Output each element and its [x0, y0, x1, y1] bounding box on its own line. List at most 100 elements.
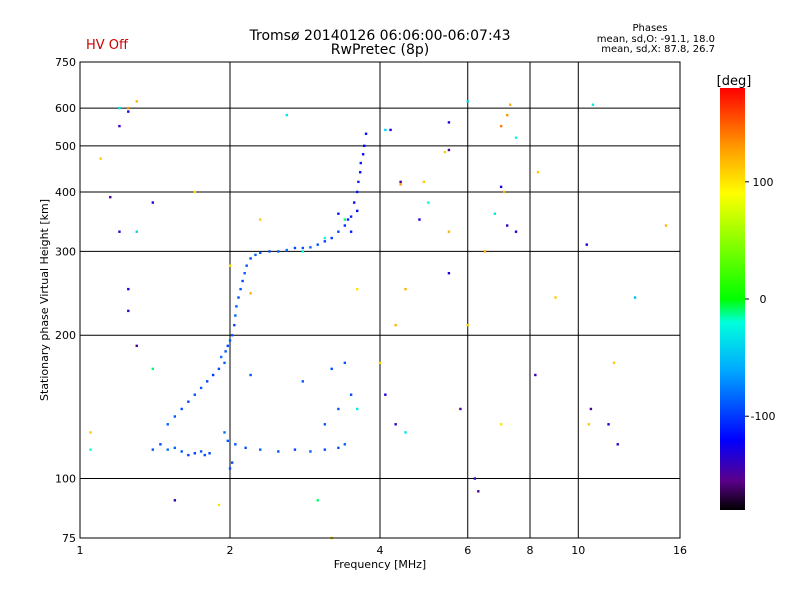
data-point	[389, 128, 392, 132]
colorbar-tick-label: 0	[760, 293, 767, 306]
data-point	[127, 110, 130, 113]
data-point	[127, 106, 130, 110]
data-point	[180, 450, 183, 453]
data-point	[293, 448, 297, 451]
data-point	[309, 246, 312, 249]
x-tick-label: 16	[673, 544, 687, 557]
data-point	[241, 279, 244, 283]
data-point	[394, 323, 397, 327]
data-point	[268, 250, 271, 253]
data-point	[193, 452, 197, 455]
data-point	[127, 287, 130, 291]
data-point	[135, 344, 138, 348]
data-point	[493, 212, 497, 215]
data-point	[664, 224, 668, 227]
data-point	[536, 171, 540, 174]
data-point	[193, 393, 197, 396]
data-point	[89, 448, 92, 451]
data-point	[230, 334, 234, 337]
data-point	[226, 344, 230, 348]
data-point	[466, 100, 469, 103]
data-point	[254, 253, 257, 257]
data-point	[349, 215, 353, 218]
data-point	[505, 224, 509, 227]
data-point	[173, 415, 177, 418]
data-point	[330, 367, 333, 371]
data-point	[363, 144, 366, 148]
data-point	[358, 171, 362, 174]
data-point	[459, 407, 462, 411]
y-tick-label: 100	[55, 473, 76, 486]
data-point	[228, 467, 232, 470]
data-point	[337, 446, 340, 450]
data-point	[346, 218, 350, 221]
colorbar	[720, 88, 745, 510]
x-tick-label: 4	[377, 544, 384, 557]
data-point	[505, 113, 509, 117]
data-point	[591, 103, 595, 106]
data-point	[473, 477, 477, 480]
data-point	[245, 264, 248, 267]
data-point	[99, 157, 102, 160]
colorbar-label: [deg]	[717, 74, 752, 89]
data-point	[309, 450, 312, 453]
data-point	[357, 180, 360, 184]
data-point	[323, 236, 327, 240]
data-point	[394, 423, 397, 426]
data-point	[355, 287, 359, 291]
data-point	[277, 450, 280, 453]
x-axis-label: Frequency [MHz]	[334, 558, 426, 571]
data-point	[499, 185, 503, 189]
data-point	[187, 453, 190, 457]
data-point	[259, 448, 262, 451]
y-tick-labels: 75 100 200 300 400 500 600 750	[55, 56, 76, 545]
data-point	[337, 230, 340, 233]
data-point	[343, 443, 347, 446]
data-point	[226, 439, 230, 443]
data-point	[612, 361, 616, 365]
data-point	[499, 124, 503, 128]
data-point	[237, 296, 240, 299]
y-tick-label: 75	[62, 532, 76, 545]
data-point	[166, 423, 169, 426]
data-point	[316, 243, 319, 246]
data-point	[228, 264, 232, 267]
data-point	[404, 287, 407, 291]
data-point	[337, 212, 340, 215]
data-point	[235, 305, 238, 308]
x-tick-labels: 1 2 4 6 8 10 16	[77, 544, 688, 557]
data-point	[466, 323, 469, 327]
data-point	[355, 407, 359, 411]
data-point	[223, 361, 226, 365]
data-point	[249, 257, 252, 260]
data-point	[259, 251, 262, 255]
data-point	[447, 121, 451, 124]
data-point	[151, 201, 155, 204]
data-point	[378, 361, 382, 365]
data-point	[349, 393, 353, 396]
data-point	[211, 373, 215, 377]
data-point	[199, 386, 203, 390]
data-point	[483, 250, 487, 253]
data-point	[199, 450, 203, 453]
data-points	[89, 100, 668, 540]
grid-lines	[80, 62, 680, 538]
data-point	[477, 490, 480, 493]
data-point	[343, 224, 347, 227]
data-point	[249, 373, 252, 377]
data-point	[589, 407, 593, 411]
data-point	[355, 190, 359, 194]
data-point	[384, 128, 387, 132]
data-point	[427, 201, 430, 204]
x-tick-label: 6	[464, 544, 471, 557]
data-point	[418, 218, 421, 221]
data-point	[404, 431, 407, 434]
data-point	[180, 407, 183, 411]
data-point	[259, 218, 262, 221]
x-tick-label: 10	[571, 544, 585, 557]
y-tick-label: 400	[55, 186, 76, 199]
data-point	[151, 367, 155, 371]
data-point	[301, 246, 305, 250]
data-point	[127, 309, 130, 313]
